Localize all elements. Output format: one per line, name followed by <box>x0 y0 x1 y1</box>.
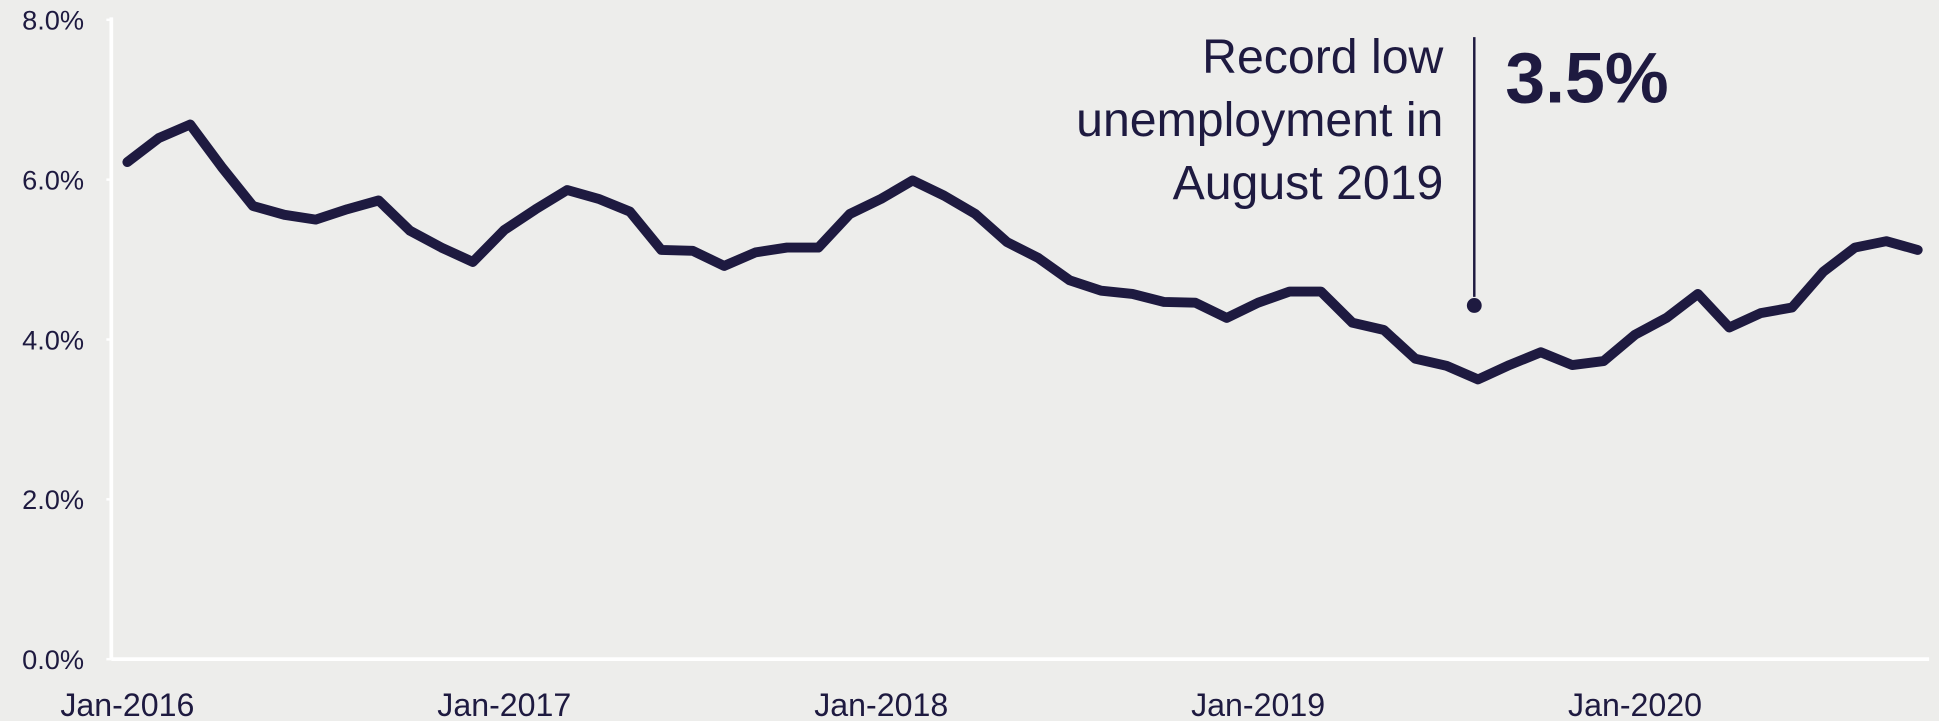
x-tick-label: Jan-2017 <box>437 687 571 721</box>
annotation-dot <box>1466 298 1482 313</box>
x-tick-label: Jan-2020 <box>1568 687 1702 721</box>
y-tick-label: 6.0% <box>22 165 84 196</box>
x-tick-label: Jan-2016 <box>60 687 194 721</box>
x-tick-label: Jan-2019 <box>1191 687 1325 721</box>
y-tick-label: 0.0% <box>22 644 84 675</box>
y-tick-label: 8.0% <box>22 5 84 36</box>
y-tick-label: 4.0% <box>22 324 84 355</box>
line <box>122 119 1923 385</box>
annotation-text: August 2019 <box>1173 156 1444 210</box>
x-tick-label: Jan-2018 <box>814 687 948 721</box>
annotation-value: 3.5% <box>1505 39 1668 119</box>
annotation-text: Record low <box>1202 30 1443 84</box>
annotation-text: unemployment in <box>1076 93 1443 147</box>
y-tick-label: 2.0% <box>22 484 84 515</box>
